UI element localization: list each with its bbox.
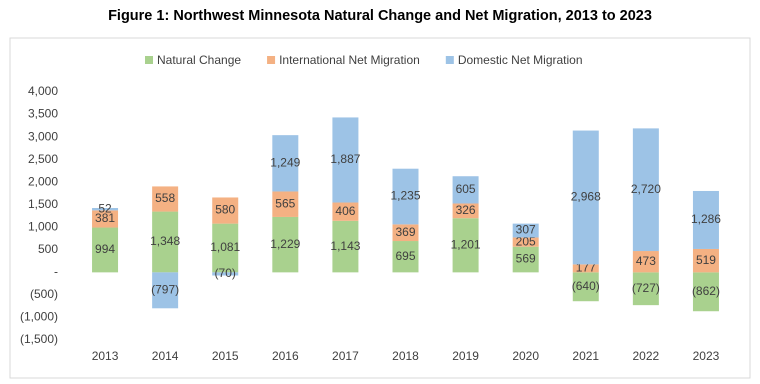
x-tick-label: 2017 bbox=[332, 349, 359, 363]
value-label: 994 bbox=[95, 242, 115, 256]
bar-segment bbox=[512, 223, 539, 238]
bar-segment bbox=[692, 248, 719, 273]
bar-segment bbox=[452, 218, 479, 273]
x-tick-label: 2023 bbox=[693, 349, 720, 363]
bar-segment bbox=[692, 272, 719, 312]
y-tick-label: (1,000) bbox=[20, 310, 58, 324]
bar-segment bbox=[332, 220, 359, 273]
chart-title: Figure 1: Northwest Minnesota Natural Ch… bbox=[108, 8, 652, 24]
value-label: 381 bbox=[95, 211, 115, 225]
value-label: 326 bbox=[456, 203, 476, 217]
legend-swatch bbox=[145, 56, 153, 64]
value-label: 605 bbox=[456, 182, 476, 196]
bar-segment bbox=[692, 190, 719, 249]
value-label: (862) bbox=[692, 284, 720, 298]
x-tick-label: 2015 bbox=[212, 349, 239, 363]
value-label: 565 bbox=[275, 196, 295, 210]
x-tick-label: 2020 bbox=[512, 349, 539, 363]
x-tick-label: 2019 bbox=[452, 349, 479, 363]
x-tick-label: 2014 bbox=[152, 349, 179, 363]
bar-segment bbox=[92, 210, 119, 228]
value-label: 205 bbox=[516, 234, 536, 248]
bar-segment bbox=[272, 135, 299, 192]
bar-segment bbox=[452, 176, 479, 204]
value-label: 519 bbox=[696, 253, 716, 267]
bar-segment bbox=[632, 272, 659, 306]
value-label: 1,286 bbox=[691, 212, 721, 226]
legend-swatch bbox=[267, 56, 276, 64]
bar-segment bbox=[572, 272, 599, 302]
value-label: 307 bbox=[516, 223, 536, 237]
value-label: 369 bbox=[395, 225, 415, 239]
value-label: 1,143 bbox=[330, 239, 360, 253]
value-label: 52 bbox=[98, 201, 112, 215]
bar-segment bbox=[392, 224, 419, 242]
y-tick-label: (1,500) bbox=[20, 332, 58, 346]
bar-segment bbox=[212, 223, 239, 273]
chart-frame bbox=[9, 37, 751, 379]
value-label: 1,081 bbox=[210, 240, 240, 254]
y-tick-label: 1,500 bbox=[28, 197, 58, 211]
value-label: 473 bbox=[636, 254, 656, 268]
bar-segment bbox=[632, 251, 659, 273]
x-tick-label: 2018 bbox=[392, 349, 419, 363]
y-tick-label: 3,000 bbox=[28, 129, 58, 143]
x-tick-label: 2022 bbox=[633, 349, 660, 363]
bar-segment bbox=[272, 191, 299, 217]
value-label: 569 bbox=[516, 252, 536, 266]
legend-label: Domestic Net Migration bbox=[458, 53, 583, 67]
value-label: 406 bbox=[335, 204, 355, 218]
bar-segment bbox=[572, 130, 599, 265]
y-tick-label: 2,500 bbox=[28, 152, 58, 166]
bar-segment bbox=[212, 272, 239, 276]
y-tick-label: - bbox=[54, 265, 58, 279]
bar-segment bbox=[272, 216, 299, 273]
bar-segment bbox=[392, 241, 419, 273]
bar-segment bbox=[212, 197, 239, 224]
y-tick-label: 3,500 bbox=[28, 107, 58, 121]
value-label: 2,968 bbox=[571, 190, 601, 204]
bar-segment bbox=[632, 128, 659, 252]
bar-segment bbox=[332, 202, 359, 221]
value-label: (70) bbox=[215, 266, 236, 280]
y-tick-label: 500 bbox=[38, 242, 58, 256]
value-label: 1,229 bbox=[270, 237, 300, 251]
value-label: (797) bbox=[151, 283, 179, 297]
y-tick-label: (500) bbox=[30, 287, 58, 301]
bar-segment bbox=[392, 168, 419, 225]
value-label: 1,348 bbox=[150, 234, 180, 248]
bar-segment bbox=[512, 246, 539, 273]
bar-segment bbox=[152, 272, 179, 309]
x-tick-label: 2016 bbox=[272, 349, 299, 363]
bar-segment bbox=[92, 227, 119, 273]
x-tick-label: 2021 bbox=[572, 349, 599, 363]
value-label: (640) bbox=[572, 279, 600, 293]
value-label: 580 bbox=[215, 203, 235, 217]
legend-label: International Net Migration bbox=[279, 53, 420, 67]
y-tick-label: 2,000 bbox=[28, 174, 58, 188]
value-label: 695 bbox=[395, 249, 415, 263]
value-label: 1,201 bbox=[451, 237, 481, 251]
legend-swatch bbox=[445, 56, 454, 64]
bar-segment bbox=[512, 237, 539, 247]
value-label: 1,235 bbox=[390, 189, 420, 203]
bar-segment bbox=[452, 203, 479, 219]
y-tick-label: 1,000 bbox=[28, 219, 58, 233]
y-tick-label: 4,000 bbox=[28, 84, 58, 98]
value-label: (727) bbox=[632, 281, 660, 295]
value-label: 558 bbox=[155, 191, 175, 205]
legend-label: Natural Change bbox=[157, 53, 241, 67]
bar-segment bbox=[332, 117, 359, 203]
value-label: 1,249 bbox=[270, 155, 300, 169]
bar-segment bbox=[572, 264, 599, 273]
bar-segment bbox=[152, 186, 179, 212]
value-label: 1,887 bbox=[330, 152, 360, 166]
bar-segment bbox=[92, 208, 119, 211]
x-tick-label: 2013 bbox=[92, 349, 119, 363]
value-label: 2,720 bbox=[631, 182, 661, 196]
bar-segment bbox=[152, 211, 179, 273]
